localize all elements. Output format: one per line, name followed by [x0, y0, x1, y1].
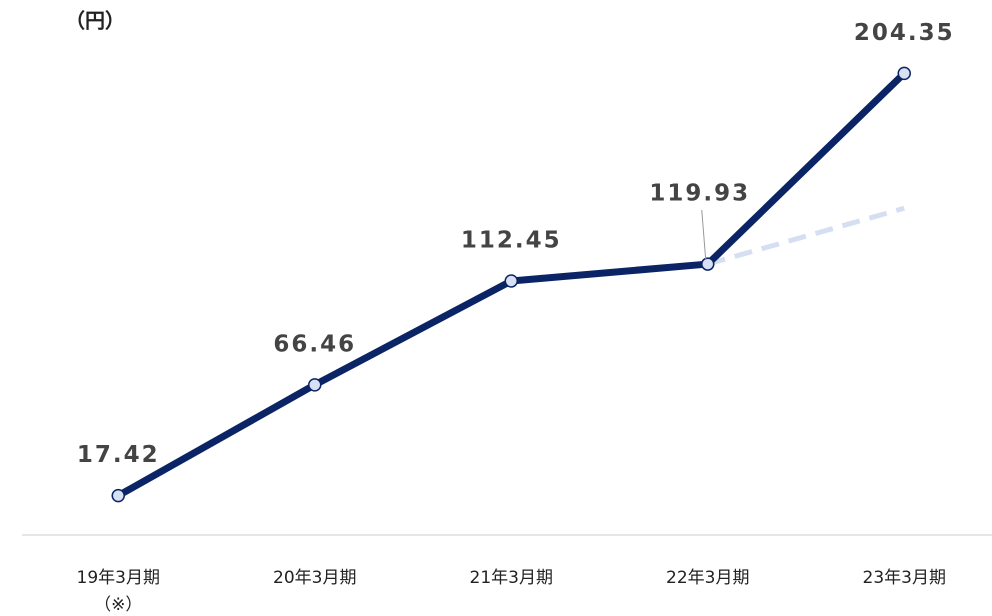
point — [701, 257, 715, 271]
x-tick-label: 19年3月期 — [77, 568, 160, 588]
value-label: 17.42 — [77, 442, 160, 468]
y-axis-label: （円） — [65, 9, 125, 33]
value-label: 119.93 — [649, 181, 750, 207]
point — [111, 488, 125, 503]
x-tick-label: 21年3月期 — [470, 568, 553, 588]
point — [897, 66, 911, 81]
x-tick-label: 22年3月期 — [666, 568, 749, 588]
value-label: 112.45 — [461, 227, 562, 253]
leader-line — [701, 210, 707, 261]
point — [504, 274, 518, 288]
series-line — [707, 205, 905, 267]
value-label: 66.46 — [273, 331, 356, 357]
point — [308, 378, 322, 392]
value-label: 204.35 — [854, 20, 955, 46]
x-tick-label: 20年3月期 — [273, 568, 356, 588]
x-tick-label: 23年3月期 — [863, 568, 946, 588]
x-tick-note: （※） — [94, 595, 142, 615]
